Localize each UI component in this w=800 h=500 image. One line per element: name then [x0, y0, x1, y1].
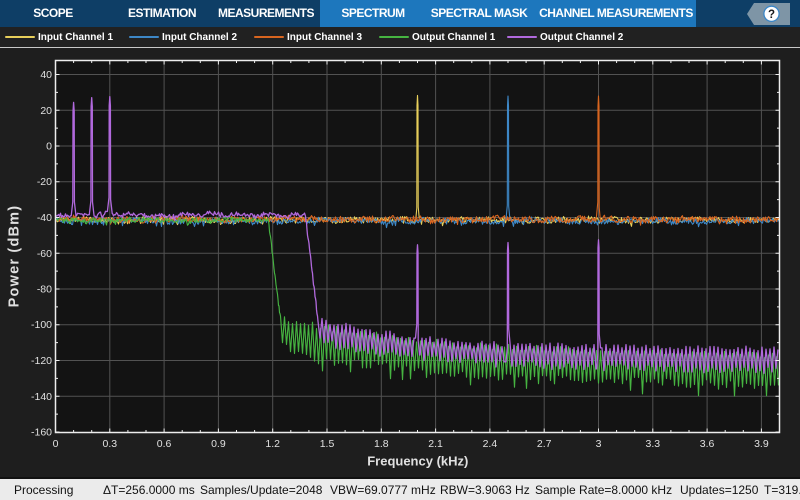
svg-text:1.8: 1.8	[374, 438, 389, 450]
svg-text:2.4: 2.4	[483, 438, 498, 450]
svg-text:Frequency (kHz): Frequency (kHz)	[367, 454, 468, 469]
svg-text:3.9: 3.9	[754, 438, 769, 450]
svg-text:-100: -100	[31, 319, 52, 331]
svg-text:0.3: 0.3	[102, 438, 117, 450]
svg-text:20: 20	[40, 105, 52, 117]
svg-text:-80: -80	[37, 284, 52, 296]
svg-text:0.9: 0.9	[211, 438, 226, 450]
svg-text:-140: -140	[31, 391, 52, 403]
svg-text:0: 0	[53, 438, 59, 450]
svg-text:-160: -160	[31, 427, 52, 439]
svg-text:3.6: 3.6	[700, 438, 715, 450]
svg-text:-60: -60	[37, 248, 52, 260]
svg-text:3: 3	[596, 438, 602, 450]
svg-text:1.2: 1.2	[265, 438, 280, 450]
svg-text:2.7: 2.7	[537, 438, 552, 450]
svg-text:0.6: 0.6	[157, 438, 172, 450]
svg-text:Power (dBm): Power (dBm)	[7, 205, 23, 308]
svg-text:?: ?	[768, 9, 775, 21]
svg-text:1.5: 1.5	[320, 438, 335, 450]
svg-text:2.1: 2.1	[428, 438, 443, 450]
svg-text:3.3: 3.3	[645, 438, 660, 450]
svg-text:-40: -40	[37, 212, 52, 224]
svg-text:0: 0	[46, 141, 52, 153]
svg-text:-120: -120	[31, 355, 52, 367]
svg-text:40: 40	[40, 69, 52, 81]
svg-text:-20: -20	[37, 176, 52, 188]
